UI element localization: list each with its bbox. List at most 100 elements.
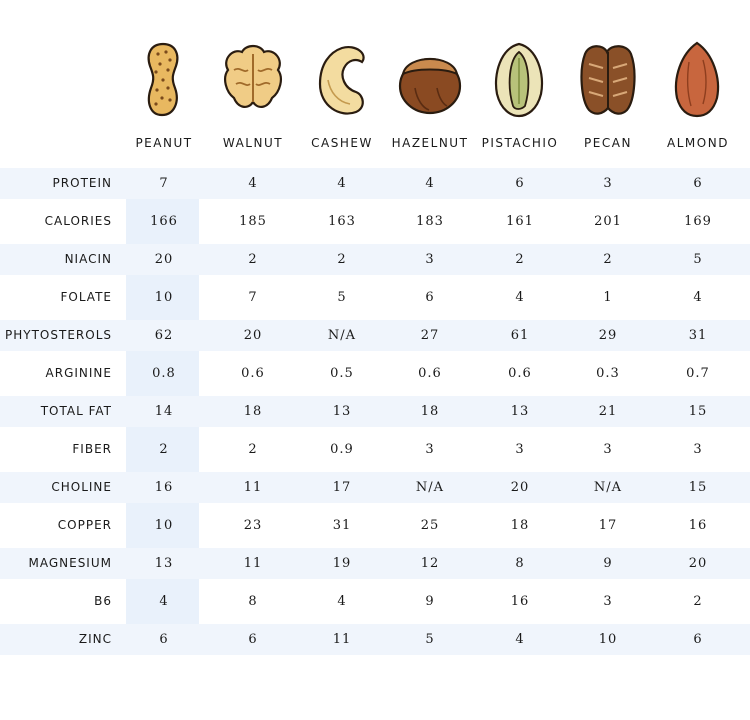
table-cell: 10 <box>598 632 618 647</box>
row-label-fiber: FIBER <box>72 442 112 456</box>
table-cell: 169 <box>684 214 712 229</box>
table-cell: 0.6 <box>418 366 442 381</box>
table-cell: 11 <box>332 632 352 647</box>
table-cell: N/A <box>593 480 623 495</box>
table-cell: 0.6 <box>241 366 265 381</box>
table-cell: 13 <box>332 404 352 419</box>
table-cell: 6 <box>248 632 258 647</box>
table-cell: 6 <box>515 176 525 191</box>
column-header-peanut: PEANUT <box>135 136 193 150</box>
table-cell: 62 <box>154 328 174 343</box>
table-cell: 17 <box>598 518 618 533</box>
column-header-hazelnut: HAZELNUT <box>391 136 469 150</box>
row-label-calories: CALORIES <box>44 214 112 228</box>
table-cell: 0.6 <box>508 366 532 381</box>
table-cell: 27 <box>420 328 440 343</box>
table-cell: 14 <box>154 404 174 419</box>
row-band <box>0 396 750 427</box>
table-cell: 163 <box>328 214 356 229</box>
table-cell: 3 <box>693 442 703 457</box>
table-cell: 31 <box>688 328 708 343</box>
table-cell: 20 <box>510 480 530 495</box>
table-cell: 5 <box>425 632 435 647</box>
table-cell: 185 <box>239 214 267 229</box>
table-cell: 2 <box>248 442 258 457</box>
table-cell: 4 <box>337 176 347 191</box>
table-cell: 61 <box>510 328 530 343</box>
table-cell: 29 <box>598 328 618 343</box>
table-cell: 4 <box>515 632 525 647</box>
table-cell: 2 <box>693 594 703 609</box>
table-cell: 5 <box>337 290 347 305</box>
column-header-pecan: PECAN <box>584 136 632 150</box>
column-header-walnut: WALNUT <box>222 136 284 150</box>
row-label-protein: PROTEIN <box>52 176 112 190</box>
table-cell: 4 <box>693 290 703 305</box>
table-cell: 10 <box>154 518 174 533</box>
row-label-phytosterols: PHYTOSTEROLS <box>5 328 112 342</box>
row-label-arginine: ARGININE <box>45 366 112 380</box>
table-cell: 0.3 <box>596 366 620 381</box>
row-label-copper: COPPER <box>57 518 112 532</box>
table-cell: 3 <box>603 594 613 609</box>
table-cell: 8 <box>515 556 525 571</box>
row-label-magnesium: MAGNESIUM <box>28 556 112 570</box>
table-cell: 20 <box>243 328 263 343</box>
table-cell: 11 <box>243 556 263 571</box>
row-label-choline: CHOLINE <box>51 480 112 494</box>
table-cell: 25 <box>420 518 440 533</box>
cashew-icon <box>307 40 377 118</box>
column-header-cashew: CASHEW <box>311 136 373 150</box>
row-label-folate: FOLATE <box>60 290 112 304</box>
column-header-pistachio: PISTACHIO <box>481 136 559 150</box>
table-cell: 21 <box>598 404 618 419</box>
hazelnut-icon <box>395 40 465 118</box>
table-cell: 20 <box>154 252 174 267</box>
table-cell: 18 <box>243 404 263 419</box>
table-cell: 16 <box>510 594 530 609</box>
table-cell: 6 <box>159 632 169 647</box>
table-cell: 166 <box>150 214 178 229</box>
row-band <box>0 472 750 503</box>
table-cell: 3 <box>603 176 613 191</box>
table-cell: 7 <box>248 290 258 305</box>
table-cell: 2 <box>603 252 613 267</box>
table-cell: 2 <box>337 252 347 267</box>
table-cell: 0.9 <box>330 442 354 457</box>
table-cell: 0.5 <box>330 366 354 381</box>
table-cell: 3 <box>515 442 525 457</box>
table-cell: 4 <box>515 290 525 305</box>
walnut-icon <box>218 40 288 118</box>
table-cell: 0.7 <box>686 366 710 381</box>
table-cell: 4 <box>159 594 169 609</box>
pecan-icon <box>573 40 643 118</box>
table-cell: N/A <box>327 328 357 343</box>
table-cell: 15 <box>688 480 708 495</box>
table-cell: 5 <box>693 252 703 267</box>
table-cell: 18 <box>510 518 530 533</box>
table-cell: 9 <box>425 594 435 609</box>
table-cell: 19 <box>332 556 352 571</box>
table-cell: 6 <box>425 290 435 305</box>
table-cell: 16 <box>154 480 174 495</box>
row-label-niacin: NIACIN <box>64 252 112 266</box>
table-cell: 8 <box>248 594 258 609</box>
table-cell: 18 <box>420 404 440 419</box>
row-band <box>0 168 750 199</box>
table-cell: 1 <box>603 290 613 305</box>
table-cell: 11 <box>243 480 263 495</box>
row-band <box>0 624 750 655</box>
table-cell: 183 <box>416 214 444 229</box>
row-label-b6: B6 <box>94 594 112 608</box>
table-cell: 2 <box>515 252 525 267</box>
row-label-zinc: ZINC <box>78 632 112 646</box>
peanut-icon <box>128 40 198 118</box>
table-cell: 2 <box>248 252 258 267</box>
almond-icon <box>662 40 732 118</box>
table-cell: 7 <box>159 176 169 191</box>
table-cell: 2 <box>159 442 169 457</box>
table-cell: 3 <box>603 442 613 457</box>
table-cell: 16 <box>688 518 708 533</box>
table-cell: 12 <box>420 556 440 571</box>
table-cell: 4 <box>425 176 435 191</box>
